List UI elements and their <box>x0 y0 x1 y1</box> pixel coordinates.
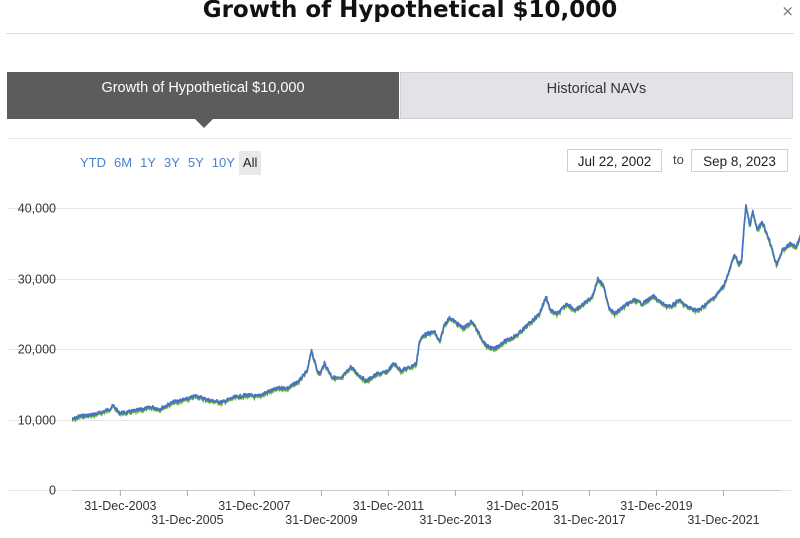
x-tick-label: 31-Dec-2021 <box>687 513 759 527</box>
header-divider <box>6 33 794 34</box>
date-separator: to <box>673 152 684 167</box>
y-tick-label: 10,000 <box>18 414 56 428</box>
x-tick-label: 31-Dec-2013 <box>419 513 491 527</box>
range-all[interactable]: All <box>238 151 262 175</box>
x-tick-label: 31-Dec-2017 <box>553 513 625 527</box>
x-tick-label: 31-Dec-2011 <box>353 499 424 513</box>
range-6m[interactable]: 6M <box>114 155 133 170</box>
x-tick-label: 31-Dec-2009 <box>285 513 357 527</box>
close-icon[interactable]: × <box>781 2 794 20</box>
y-tick-label: 0 <box>49 484 56 498</box>
date-to-input[interactable]: Sep 8, 2023 <box>691 149 788 172</box>
range-1y[interactable]: 1Y <box>140 155 156 170</box>
range-5y[interactable]: 5Y <box>187 155 204 170</box>
range-ytd[interactable]: YTD <box>80 155 106 170</box>
x-tick-label: 31-Dec-2003 <box>84 499 156 513</box>
x-tick-label: 31-Dec-2005 <box>151 513 223 527</box>
active-tab-pointer <box>195 119 213 128</box>
series-line-shadow <box>71 206 800 424</box>
y-tick-label: 20,000 <box>18 343 56 357</box>
x-tick-label: 31-Dec-2019 <box>620 499 692 513</box>
y-tick-label: 40,000 <box>18 202 56 216</box>
x-tick-label: 31-Dec-2015 <box>486 499 558 513</box>
range-3y[interactable]: 3Y <box>163 155 180 170</box>
date-from-input[interactable]: Jul 22, 2002 <box>567 149 662 172</box>
series-line <box>71 204 800 421</box>
tab-bar: Growth of Hypothetical $10,000 Historica… <box>7 72 793 128</box>
tab-growth[interactable]: Growth of Hypothetical $10,000 <box>7 72 399 119</box>
page-title: Growth of Hypothetical $10,000 <box>202 0 618 23</box>
range-10y[interactable]: 10Y <box>211 155 235 170</box>
range-selector: YTD 6M 1Y 3Y 5Y 10Y All <box>76 151 262 175</box>
x-tick-label: 31-Dec-2007 <box>218 499 290 513</box>
tab-historical-navs[interactable]: Historical NAVs <box>400 72 793 119</box>
y-tick-label: 30,000 <box>18 273 56 287</box>
